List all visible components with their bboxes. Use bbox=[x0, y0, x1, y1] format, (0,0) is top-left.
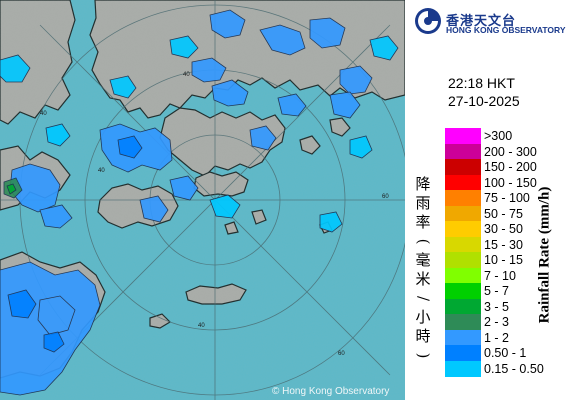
legend-swatch bbox=[445, 298, 481, 315]
legend-label: 15 - 30 bbox=[484, 237, 523, 252]
legend-item: 0.50 - 1 bbox=[445, 345, 575, 361]
legend-label: 150 - 200 bbox=[484, 160, 537, 174]
legend-swatch bbox=[445, 360, 481, 377]
legend-swatch bbox=[445, 159, 481, 175]
legend-item: 30 - 50 bbox=[445, 221, 575, 237]
legend-item: 3 - 5 bbox=[445, 298, 575, 315]
legend-swatch bbox=[445, 267, 481, 284]
legend-label: 10 - 15 bbox=[484, 253, 523, 267]
org-name-zh: 香港天文台 bbox=[446, 14, 517, 29]
legend-label: 1 - 2 bbox=[484, 330, 510, 345]
legend-swatch bbox=[445, 314, 481, 330]
legend-swatch bbox=[445, 283, 481, 299]
legend-title-zh: 降雨率(毫米 / 小時) bbox=[414, 175, 433, 359]
hko-emblem-icon bbox=[415, 8, 441, 34]
legend-item: 5 - 7 bbox=[445, 283, 575, 299]
ring-label-2: 40 bbox=[183, 72, 190, 78]
radar-map-canvas: 40 40 40 60 60 40 bbox=[0, 0, 411, 400]
legend-label: 0.50 - 1 bbox=[484, 346, 527, 360]
legend-swatch bbox=[445, 205, 481, 222]
legend-swatch bbox=[445, 128, 481, 144]
legend-item: 15 - 30 bbox=[445, 236, 575, 253]
org-name-en: HONG KONG OBSERVATORY bbox=[446, 25, 566, 35]
hko-logo: 香港天文台 HONG KONG OBSERVATORY bbox=[414, 6, 576, 36]
legend-swatch bbox=[445, 221, 481, 237]
legend-item: 2 - 3 bbox=[445, 314, 575, 330]
legend-swatch bbox=[445, 174, 481, 191]
legend-label: 100 - 150 bbox=[484, 175, 537, 190]
ring-label-6: 40 bbox=[198, 323, 205, 329]
legend-label: 200 - 300 bbox=[484, 144, 537, 159]
radar-map[interactable]: 40 40 40 60 60 40 bbox=[0, 0, 411, 400]
legend-label: 3 - 5 bbox=[484, 299, 510, 314]
legend-label: 2 - 3 bbox=[484, 315, 510, 329]
legend-item: 0.15 - 0.50 bbox=[445, 360, 575, 377]
timestamp-date: 27-10-2025 bbox=[448, 93, 520, 109]
legend-label: 50 - 75 bbox=[484, 206, 523, 221]
legend-swatch bbox=[445, 190, 481, 206]
legend-swatch bbox=[445, 345, 481, 361]
legend-item: 7 - 10 bbox=[445, 267, 575, 284]
legend-item: 50 - 75 bbox=[445, 205, 575, 222]
legend-item: 200 - 300 bbox=[445, 143, 575, 160]
ring-label-4: 60 bbox=[382, 194, 389, 200]
legend-item: 75 - 100 bbox=[445, 190, 575, 206]
timestamp-time: 22:18 HKT bbox=[448, 75, 515, 91]
range-ring-labels: 40 40 40 60 60 40 bbox=[40, 72, 389, 357]
legend-label: >300 bbox=[484, 129, 513, 143]
rain-echoes bbox=[0, 9, 399, 396]
legend-item: 150 - 200 bbox=[445, 159, 575, 175]
legend-item: >300 bbox=[445, 128, 575, 144]
ring-label-5: 60 bbox=[338, 351, 345, 357]
legend-label: 75 - 100 bbox=[484, 191, 530, 205]
legend-label: 5 - 7 bbox=[484, 284, 510, 298]
copyright-text: © Hong Kong Observatory bbox=[272, 386, 389, 397]
legend-swatch bbox=[445, 329, 481, 346]
legend-item: 10 - 15 bbox=[445, 252, 575, 268]
legend-swatch bbox=[445, 236, 481, 253]
legend-swatch bbox=[445, 252, 481, 268]
info-panel: 香港天文台 HONG KONG OBSERVATORY 22:18 HKT 27… bbox=[405, 0, 577, 400]
legend-swatch bbox=[445, 143, 481, 160]
ring-label-1: 40 bbox=[40, 111, 47, 117]
legend-label: 30 - 50 bbox=[484, 222, 523, 236]
legend-item: 100 - 150 bbox=[445, 174, 575, 191]
legend-item: 1 - 2 bbox=[445, 329, 575, 346]
legend-label: 7 - 10 bbox=[484, 268, 516, 283]
legend-label: 0.15 - 0.50 bbox=[484, 361, 544, 376]
ring-label-3: 40 bbox=[98, 168, 105, 174]
